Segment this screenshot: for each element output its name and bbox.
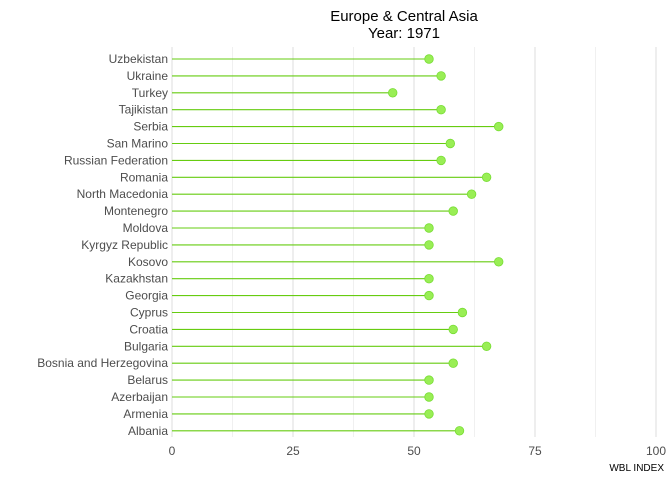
lollipop-point (424, 375, 434, 385)
lollipop-point (436, 155, 446, 166)
category-label: Kazakhstan (105, 272, 168, 286)
x-axis-ticks: 0 25 50 75 100 (169, 444, 667, 458)
lollipop-point (424, 274, 434, 284)
lollipop-point (424, 240, 434, 250)
category-label: Kosovo (128, 255, 168, 269)
category-label: Croatia (129, 322, 168, 336)
lollipop-point (481, 172, 492, 183)
lollipop-point (448, 358, 458, 368)
lollipop-point (445, 138, 456, 149)
lollipop-point (448, 206, 458, 216)
lollipop-point (424, 409, 434, 419)
lollipop-point (494, 257, 504, 267)
x-tick-label: 100 (646, 444, 666, 458)
lollipop-point (424, 392, 434, 402)
category-label: Romania (120, 170, 168, 184)
category-label: Kyrgyz Republic (81, 238, 168, 252)
lollipop-point (424, 54, 434, 64)
category-label: Montenegro (104, 204, 168, 218)
category-label: Russian Federation (64, 153, 168, 167)
x-tick-label: 50 (407, 444, 421, 458)
category-label: Bosnia and Herzegovina (37, 356, 168, 370)
lollipop-point (457, 307, 468, 318)
chart-title: Europe & Central Asia (330, 8, 478, 25)
lollipop-point (494, 121, 504, 132)
category-label: Azerbaijan (111, 390, 168, 404)
category-label: Albania (128, 424, 168, 438)
grid-lines (171, 47, 657, 437)
lollipop-stems (172, 58, 499, 432)
category-label: Ukraine (127, 69, 169, 83)
lollipop-point (454, 426, 465, 436)
lollipop-point (388, 88, 398, 98)
category-label: Moldova (123, 221, 169, 235)
category-label: Uzbekistan (109, 52, 168, 66)
lollipop-point (436, 104, 446, 115)
chart-subtitle: Year: 1971 (368, 25, 440, 42)
category-label: Armenia (123, 407, 168, 421)
category-label: Georgia (125, 289, 168, 303)
category-label: San Marino (107, 137, 169, 151)
lollipop-point (448, 324, 458, 335)
lollipop-point (424, 290, 434, 301)
category-label: Tajikistan (119, 103, 168, 117)
category-label: North Macedonia (77, 187, 169, 201)
lollipop-points (388, 54, 504, 436)
x-tick-label: 75 (528, 444, 542, 458)
lollipop-point (466, 189, 477, 199)
lollipop-point (481, 341, 492, 352)
category-labels: Uzbekistan Ukraine Turkey Tajikistan Serbia S… (37, 52, 168, 438)
category-label: Turkey (132, 86, 168, 100)
x-tick-label: 25 (286, 444, 300, 458)
category-label: Bulgaria (124, 339, 168, 353)
x-axis-title: WBL INDEX (609, 463, 664, 474)
category-label: Serbia (133, 120, 168, 134)
x-tick-label: 0 (169, 444, 176, 458)
lollipop-point (424, 223, 434, 233)
category-label: Belarus (127, 373, 168, 387)
lollipop-point (436, 71, 446, 81)
category-label: Cyprus (130, 306, 168, 320)
